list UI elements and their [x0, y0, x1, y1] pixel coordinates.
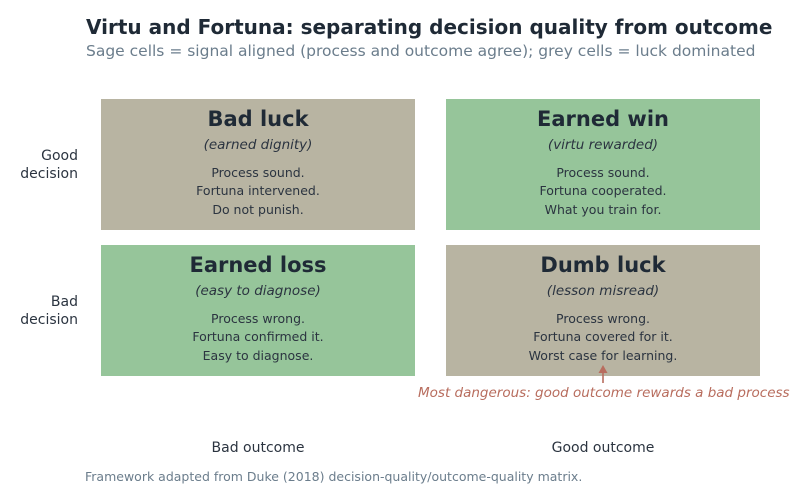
- cell-subtitle: (virtu rewarded): [547, 137, 659, 153]
- row-label-good-decision-line2: decision: [20, 166, 78, 182]
- cell-line-3: Do not punish.: [212, 202, 304, 217]
- column-label-good-outcome: Good outcome: [551, 440, 655, 456]
- row-label-bad-decision: Bad decision: [8, 293, 78, 329]
- cell-line-1: Process sound.: [556, 165, 650, 180]
- cell-title: Dumb luck: [540, 253, 666, 277]
- cell-subtitle: (lesson misread): [546, 283, 660, 299]
- annotation-arrow-icon: [598, 365, 608, 383]
- cell-line-3: Worst case for learning.: [528, 348, 678, 363]
- cell-subtitle: (earned dignity): [203, 137, 313, 153]
- arrow-head: [598, 365, 608, 373]
- cell-bad-luck: Bad luck (earned dignity) Process sound.…: [101, 99, 415, 230]
- cell-subtitle: (easy to diagnose): [195, 283, 321, 299]
- cell-line-2: Fortuna intervened.: [196, 183, 320, 198]
- column-label-bad-outcome: Bad outcome: [211, 440, 305, 456]
- cell-line-3: What you train for.: [544, 202, 662, 217]
- row-label-good-decision-line1: Good: [41, 148, 78, 164]
- cell-title: Bad luck: [207, 107, 309, 131]
- cell-title: Earned loss: [189, 253, 327, 277]
- annotation-text: Most dangerous: good outcome rewards a b…: [418, 385, 790, 401]
- cell-line-1: Process sound.: [211, 165, 305, 180]
- cell-line-2: Fortuna cooperated.: [539, 183, 667, 198]
- cell-dumb-luck: Dumb luck (lesson misread) Process wrong…: [446, 245, 760, 376]
- row-label-bad-decision-line1: Bad: [50, 294, 78, 310]
- row-label-bad-decision-line2: decision: [20, 312, 78, 328]
- cell-line-2: Fortuna covered for it.: [533, 329, 673, 344]
- cell-title: Earned win: [537, 107, 669, 131]
- row-label-good-decision: Good decision: [8, 147, 78, 183]
- diagram-title: Virtu and Fortuna: separating decision q…: [86, 15, 773, 39]
- diagram-subtitle: Sage cells = signal aligned (process and…: [86, 42, 756, 60]
- cell-line-1: Process wrong.: [556, 311, 650, 326]
- cell-line-1: Process wrong.: [211, 311, 305, 326]
- cell-line-3: Easy to diagnose.: [202, 348, 314, 363]
- cell-line-2: Fortuna confirmed it.: [192, 329, 324, 344]
- footnote: Framework adapted from Duke (2018) decis…: [85, 469, 583, 484]
- cell-earned-loss: Earned loss (easy to diagnose) Process w…: [101, 245, 415, 376]
- cell-earned-win: Earned win (virtu rewarded) Process soun…: [446, 99, 760, 230]
